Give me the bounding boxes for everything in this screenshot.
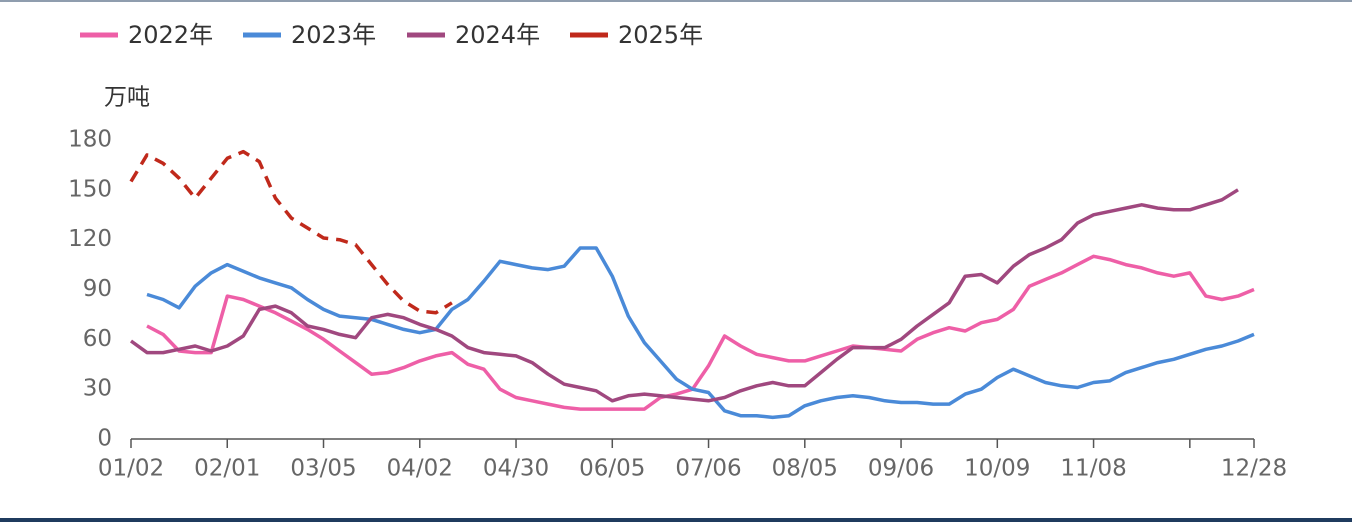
y-tick-label: 60 xyxy=(83,326,112,352)
series-line xyxy=(129,149,453,315)
x-tick-label: 06/05 xyxy=(579,456,645,482)
legend-label: 2025年 xyxy=(618,21,703,49)
x-tick-label: 02/01 xyxy=(194,456,260,482)
legend-label: 2023年 xyxy=(291,21,376,49)
y-axis-label: 万吨 xyxy=(104,85,150,111)
x-tick-label: 10/09 xyxy=(964,456,1030,482)
series-line xyxy=(146,246,1255,420)
legend-label: 2022年 xyxy=(128,21,213,49)
x-tick-label: 12/28 xyxy=(1221,456,1287,482)
y-tick-label: 180 xyxy=(68,127,112,153)
series-line xyxy=(129,188,1239,403)
y-tick-label: 90 xyxy=(83,276,112,302)
x-tick-label: 09/06 xyxy=(868,456,934,482)
x-tick-label: 08/05 xyxy=(772,456,838,482)
y-tick-label: 120 xyxy=(68,226,112,252)
y-tick-label: 150 xyxy=(68,176,112,202)
y-tick-label: 30 xyxy=(83,376,112,402)
x-tick-label: 01/02 xyxy=(98,456,164,482)
x-tick-label: 04/02 xyxy=(387,456,453,482)
x-tick-label: 11/08 xyxy=(1060,456,1126,482)
x-tick-label: 04/30 xyxy=(483,456,549,482)
legend-label: 2024年 xyxy=(455,21,540,49)
x-tick-label: 03/05 xyxy=(290,456,356,482)
x-tick-label: 07/06 xyxy=(675,456,741,482)
y-tick-label: 0 xyxy=(97,426,112,452)
series-line xyxy=(146,254,1255,411)
